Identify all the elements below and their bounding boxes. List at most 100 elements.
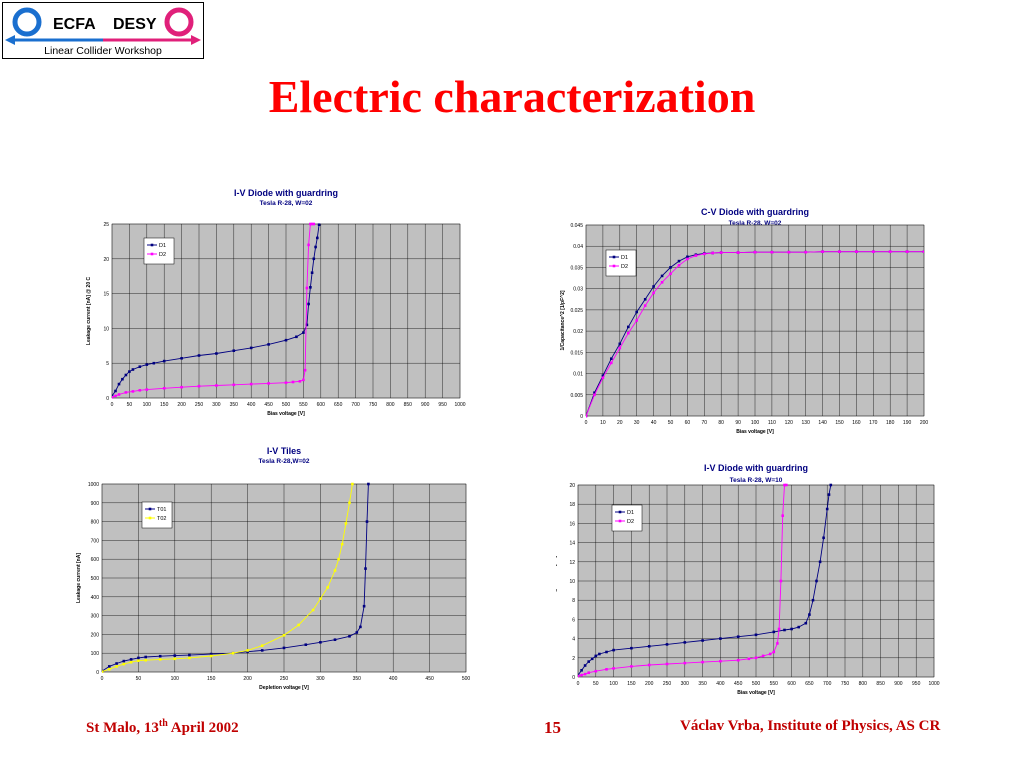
y-tick-label: 0.01 xyxy=(573,372,583,378)
data-point xyxy=(686,255,689,259)
legend-swatch-marker xyxy=(148,507,152,511)
legend-swatch-marker xyxy=(150,252,154,256)
x-tick-label: 40 xyxy=(651,420,657,426)
legend: D1 D2 xyxy=(605,249,637,277)
logo-subtitle: Linear Collider Workshop xyxy=(44,45,162,57)
data-point xyxy=(635,319,638,322)
data-point xyxy=(215,384,218,387)
logo-magenta-arrowhead xyxy=(191,35,201,45)
y-tick-label: 6 xyxy=(572,617,575,623)
data-point xyxy=(305,323,309,327)
y-tick-label: 700 xyxy=(91,538,100,544)
x-tick-label: 800 xyxy=(859,681,868,687)
data-point xyxy=(249,382,253,386)
chart-svg: C-V Diode with guardring Tesla R-28, W=02… xyxy=(560,207,928,435)
data-point xyxy=(282,634,286,637)
data-point xyxy=(770,250,774,254)
data-point xyxy=(772,650,776,654)
data-point xyxy=(665,662,669,666)
data-point xyxy=(145,363,149,366)
data-point xyxy=(145,388,149,391)
data-point xyxy=(295,335,298,339)
data-point xyxy=(249,346,253,350)
x-tick-label: 500 xyxy=(282,402,291,408)
footer-left: St Malo, 13th April 2002 xyxy=(86,718,239,737)
x-tick-label: 550 xyxy=(299,402,308,408)
x-tick-label: 190 xyxy=(903,420,912,426)
data-point xyxy=(144,658,147,662)
x-tick-label: 350 xyxy=(230,402,239,408)
legend-label: D2 xyxy=(627,519,634,525)
data-point xyxy=(781,514,784,517)
x-tick-label: 650 xyxy=(334,402,343,408)
x-tick-label: 50 xyxy=(668,420,674,426)
data-point xyxy=(117,393,121,396)
legend-swatch-marker xyxy=(612,255,616,259)
data-point xyxy=(583,672,587,676)
data-point xyxy=(260,649,264,652)
x-tick-label: 400 xyxy=(247,402,256,408)
x-tick-label: 100 xyxy=(171,676,180,682)
x-tick-label: 450 xyxy=(425,676,434,682)
data-point xyxy=(683,661,687,665)
y-tick-label: 0.03 xyxy=(573,287,583,293)
data-point xyxy=(314,245,317,249)
x-tick-label: 90 xyxy=(735,420,741,426)
data-point xyxy=(209,654,213,658)
data-point xyxy=(232,349,236,352)
x-tick-label: 500 xyxy=(462,676,471,682)
x-tick-label: 0 xyxy=(577,681,580,687)
series-d1 xyxy=(112,223,321,398)
x-tick-label: 110 xyxy=(768,420,776,426)
data-point xyxy=(122,662,126,666)
y-tick-label: 8 xyxy=(572,598,575,604)
data-point xyxy=(669,272,672,276)
data-point xyxy=(808,613,811,616)
data-point xyxy=(815,579,818,583)
data-point xyxy=(776,642,779,645)
data-point xyxy=(267,382,270,385)
x-tick-label: 250 xyxy=(663,681,672,687)
data-point xyxy=(326,586,329,589)
x-tick-label: 850 xyxy=(876,681,885,687)
data-point xyxy=(307,243,310,247)
legend-box xyxy=(143,237,175,265)
x-axis-label: Bias voltage [V] xyxy=(736,429,774,435)
data-point xyxy=(753,250,757,254)
x-tick-label: 140 xyxy=(818,420,827,426)
x-tick-label: 250 xyxy=(280,676,289,682)
x-tick-label: 350 xyxy=(698,681,707,687)
y-tick-label: 1000 xyxy=(88,482,99,488)
data-point xyxy=(694,254,698,257)
data-point xyxy=(362,604,366,608)
data-point xyxy=(618,342,622,346)
data-point xyxy=(307,302,310,306)
x-tick-label: 700 xyxy=(351,402,360,408)
data-point xyxy=(316,236,319,240)
chart-subtitle: Tesla R-28, W=02 xyxy=(260,200,313,207)
data-point xyxy=(137,656,140,660)
y-tick-label: 0.02 xyxy=(573,329,583,335)
legend-swatch-marker xyxy=(618,510,622,514)
x-tick-label: 30 xyxy=(634,420,640,426)
x-tick-label: 200 xyxy=(645,681,654,687)
data-point xyxy=(173,654,177,657)
x-tick-label: 900 xyxy=(894,681,903,687)
x-tick-label: 150 xyxy=(207,676,216,682)
logo-graphic: ECFA DESY Linear Collider Workshop xyxy=(5,7,201,57)
x-tick-label: 0 xyxy=(101,676,104,682)
y-tick-label: 18 xyxy=(569,502,575,508)
slide-title: Electric characterization xyxy=(268,71,756,122)
data-point xyxy=(587,660,590,663)
series-d2 xyxy=(586,250,924,418)
data-point xyxy=(779,579,783,583)
data-point xyxy=(783,628,786,632)
data-point xyxy=(761,654,765,658)
x-tick-label: 350 xyxy=(353,676,362,682)
data-point xyxy=(310,271,314,274)
data-point xyxy=(583,664,587,667)
data-point xyxy=(304,643,308,646)
legend: D1 D2 xyxy=(143,237,175,265)
data-point xyxy=(121,377,124,381)
data-point xyxy=(364,567,367,570)
